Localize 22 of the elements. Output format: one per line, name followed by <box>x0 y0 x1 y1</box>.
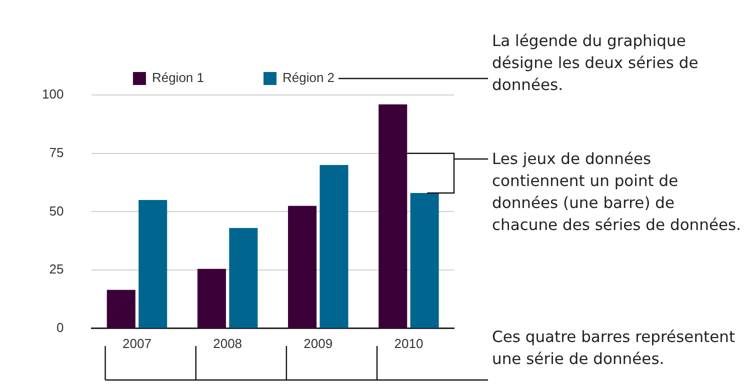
bar <box>197 268 226 328</box>
text: Les jeux de données contiennent un point de données (une barre) de chacune des séries de données. <box>492 149 742 236</box>
bar <box>106 290 136 328</box>
y-tick-label: 0 <box>56 320 64 335</box>
legend-label: Région 1 <box>152 70 204 86</box>
bar <box>138 200 168 328</box>
y-tick-label: 75 <box>49 144 64 160</box>
legend-label: Région 2 <box>282 70 335 86</box>
y-tick-label: 25 <box>49 262 64 277</box>
text: Ces quatre barres représentent une série de données. <box>492 327 736 370</box>
bar <box>229 228 258 328</box>
x-tick-label: 2009 <box>304 336 333 351</box>
bar <box>320 165 348 328</box>
x-tick-label: 2010 <box>394 336 424 351</box>
x-tick-label: 2007 <box>122 336 152 351</box>
x-tick-label: 2008 <box>213 336 242 351</box>
y-tick-label: 50 <box>49 203 64 218</box>
text: La légende du graphique désigne les deux séries de données. <box>492 31 700 96</box>
bar <box>378 104 408 328</box>
y-tick-label: 100 <box>42 86 64 102</box>
bar <box>288 206 317 328</box>
bar <box>410 193 439 328</box>
